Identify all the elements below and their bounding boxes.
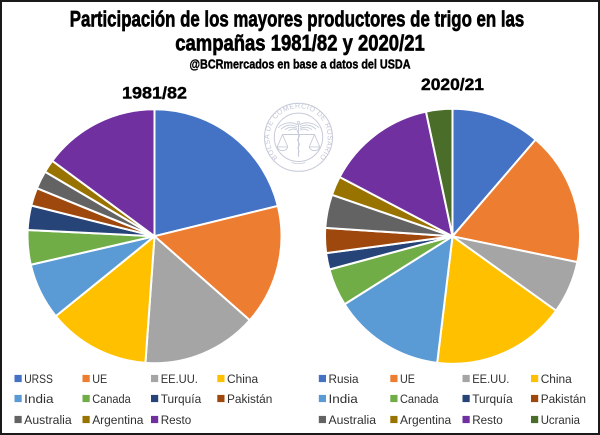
svg-text:Argentina: Argentina xyxy=(400,413,451,427)
svg-text:Turquía: Turquía xyxy=(472,392,513,406)
svg-text:China: China xyxy=(541,372,572,386)
svg-text:Participación de los mayores p: Participación de los mayores productores… xyxy=(70,6,525,31)
svg-text:UE: UE xyxy=(400,372,415,386)
svg-text:URSS: URSS xyxy=(24,372,53,386)
svg-text:Pakistán: Pakistán xyxy=(541,392,586,406)
svg-text:Australia: Australia xyxy=(329,413,377,427)
svg-text:India: India xyxy=(329,392,359,406)
svg-text:Ucrania: Ucrania xyxy=(541,413,581,427)
svg-text:Canada: Canada xyxy=(400,392,439,406)
svg-text:Resto: Resto xyxy=(161,413,192,427)
svg-text:EE.UU.: EE.UU. xyxy=(472,372,509,386)
svg-text:Argentina: Argentina xyxy=(92,413,143,427)
svg-text:Australia: Australia xyxy=(24,413,72,427)
svg-text:EE.UU.: EE.UU. xyxy=(161,372,198,386)
svg-text:Pakistán: Pakistán xyxy=(227,392,272,406)
svg-text:Resto: Resto xyxy=(472,413,503,427)
svg-text:Turquía: Turquía xyxy=(161,392,202,406)
svg-text:1981/82: 1981/82 xyxy=(122,85,187,103)
svg-text:@BCRmercados en base a datos d: @BCRmercados en base a datos del USDA xyxy=(190,57,411,71)
svg-text:UE: UE xyxy=(92,372,107,386)
svg-text:2020/21: 2020/21 xyxy=(421,76,484,94)
svg-text:Rusia: Rusia xyxy=(329,372,359,386)
svg-text:India: India xyxy=(24,392,54,406)
svg-text:Canada: Canada xyxy=(92,392,131,406)
svg-text:campañas 1981/82 y 2020/21: campañas 1981/82 y 2020/21 xyxy=(175,30,425,55)
svg-text:China: China xyxy=(227,372,258,386)
